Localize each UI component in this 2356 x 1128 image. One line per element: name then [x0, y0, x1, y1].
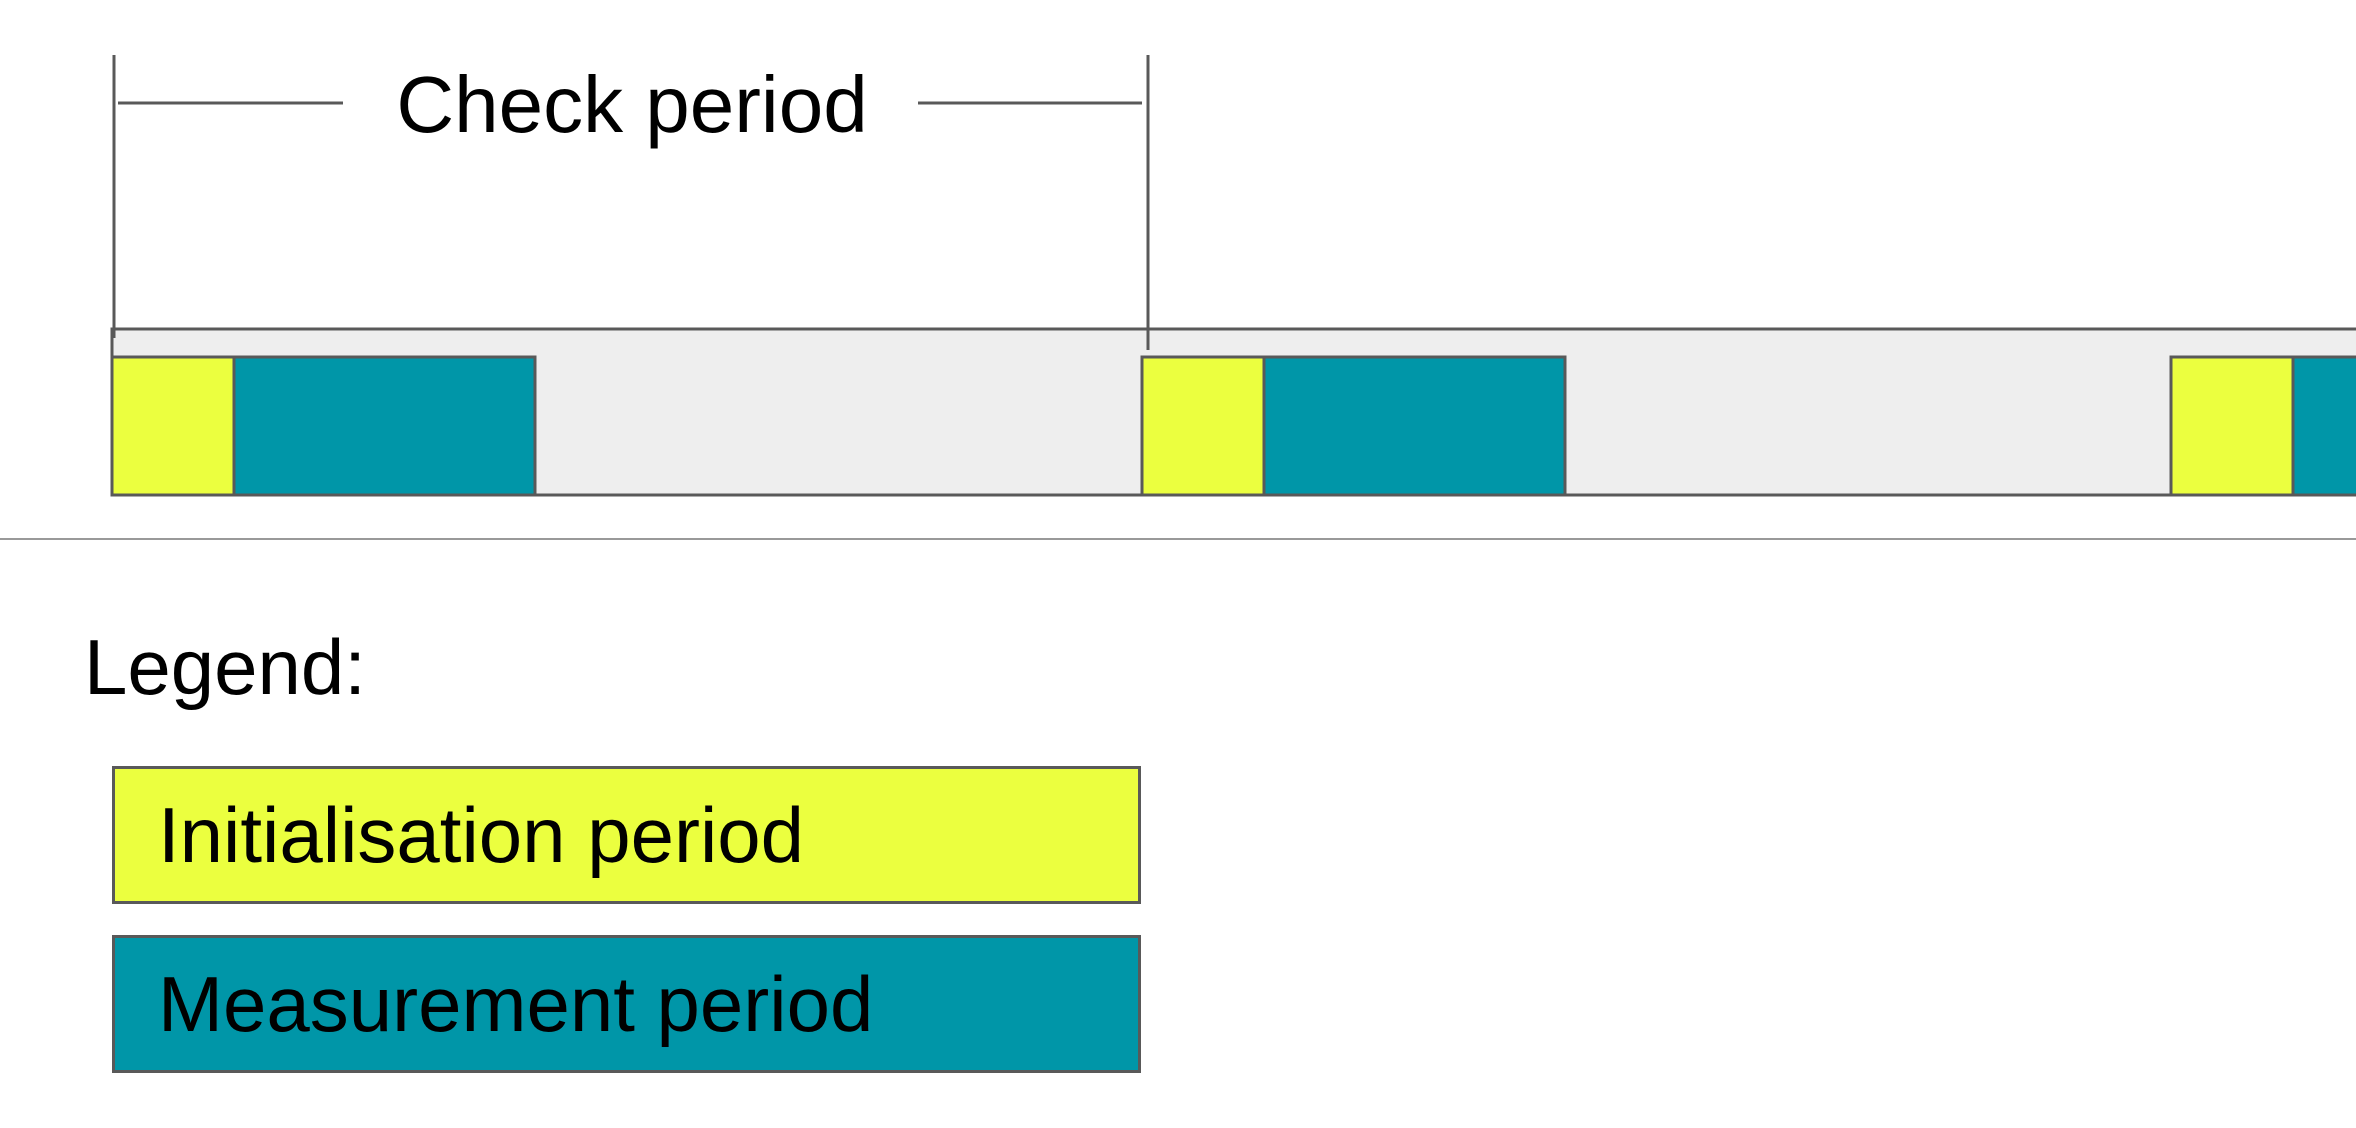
- measurement-block-3: [2291, 355, 2356, 497]
- measurement-block-2: [1262, 355, 1567, 497]
- initialisation-block-2: [1140, 355, 1266, 497]
- measurement-block-1: [232, 355, 537, 497]
- initialisation-block-3: [2169, 355, 2295, 497]
- check-period-label: Check period: [396, 60, 867, 149]
- initialisation-block-1: [110, 355, 236, 497]
- legend-label-measurement: Measurement period: [158, 960, 874, 1048]
- legend-heading: Legend:: [84, 623, 366, 711]
- legend-item-measurement: Measurement period: [112, 935, 1141, 1073]
- legend-label-initialisation: Initialisation period: [158, 791, 805, 879]
- legend-item-initialisation: Initialisation period: [112, 766, 1141, 904]
